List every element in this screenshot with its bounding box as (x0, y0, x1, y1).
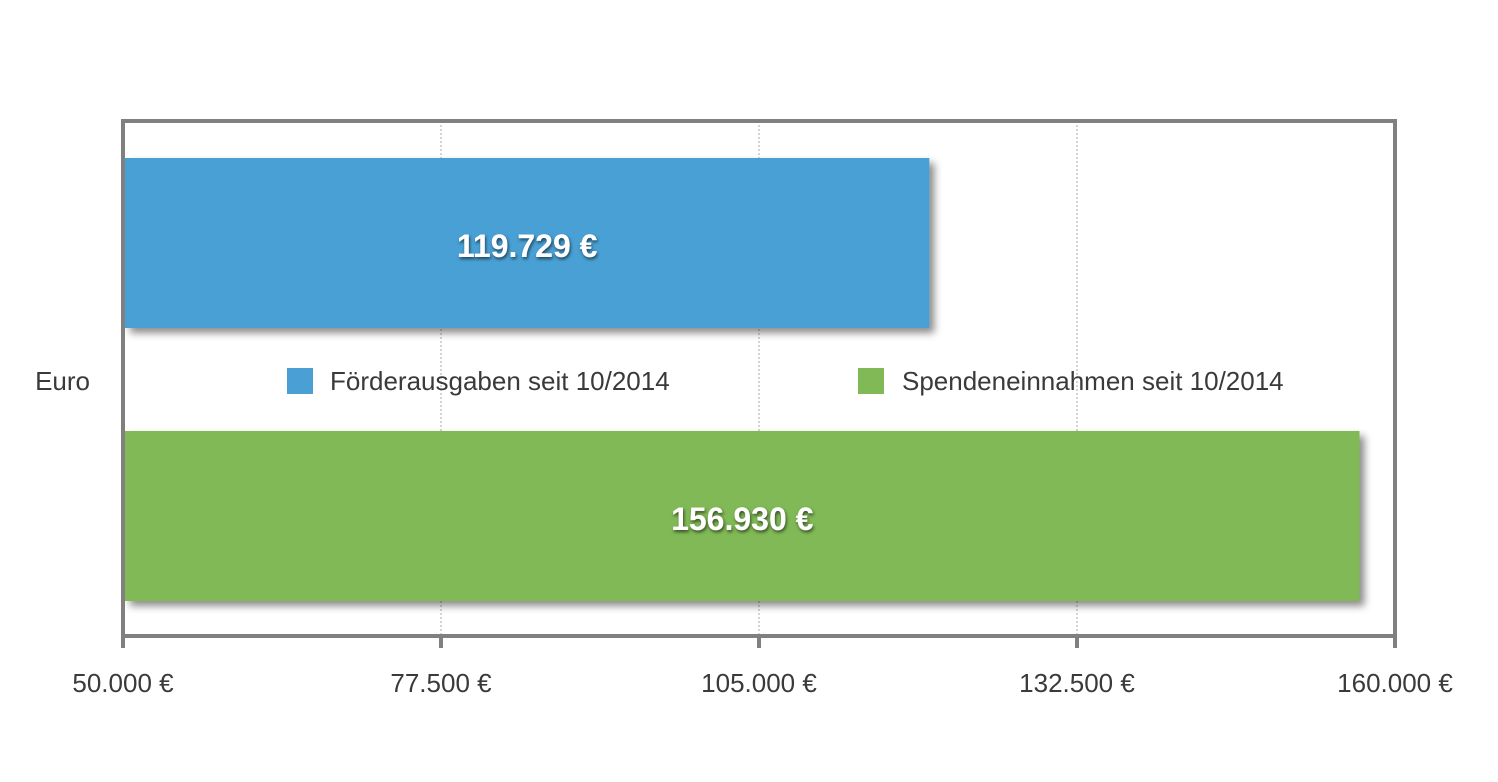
x-tick-label: 50.000 € (72, 668, 174, 698)
legend-swatch (287, 368, 313, 394)
legend: Förderausgaben seit 10/2014 Spendeneinnah… (287, 366, 1284, 396)
x-tick-label: 132.500 € (1019, 668, 1135, 698)
category-label: Euro (35, 366, 90, 396)
x-tick-label: 105.000 € (701, 668, 817, 698)
x-axis: 50.000 € 77.500 € 105.000 € 132.500 € 160.00… (72, 636, 1453, 698)
legend-label: Förderausgaben seit 10/2014 (330, 366, 670, 396)
legend-swatch (858, 368, 884, 394)
bar-value-label: 119.729 € (457, 228, 598, 264)
x-tick-label: 160.000 € (1337, 668, 1453, 698)
x-tick-label: 77.500 € (390, 668, 492, 698)
bar-value-label: 156.930 € (671, 501, 814, 537)
legend-label: Spendeneinnahmen seit 10/2014 (902, 366, 1284, 396)
bars: 119.729 € 156.930 € (125, 158, 1360, 601)
bar-2 (125, 431, 1360, 601)
bar-1 (125, 158, 930, 328)
